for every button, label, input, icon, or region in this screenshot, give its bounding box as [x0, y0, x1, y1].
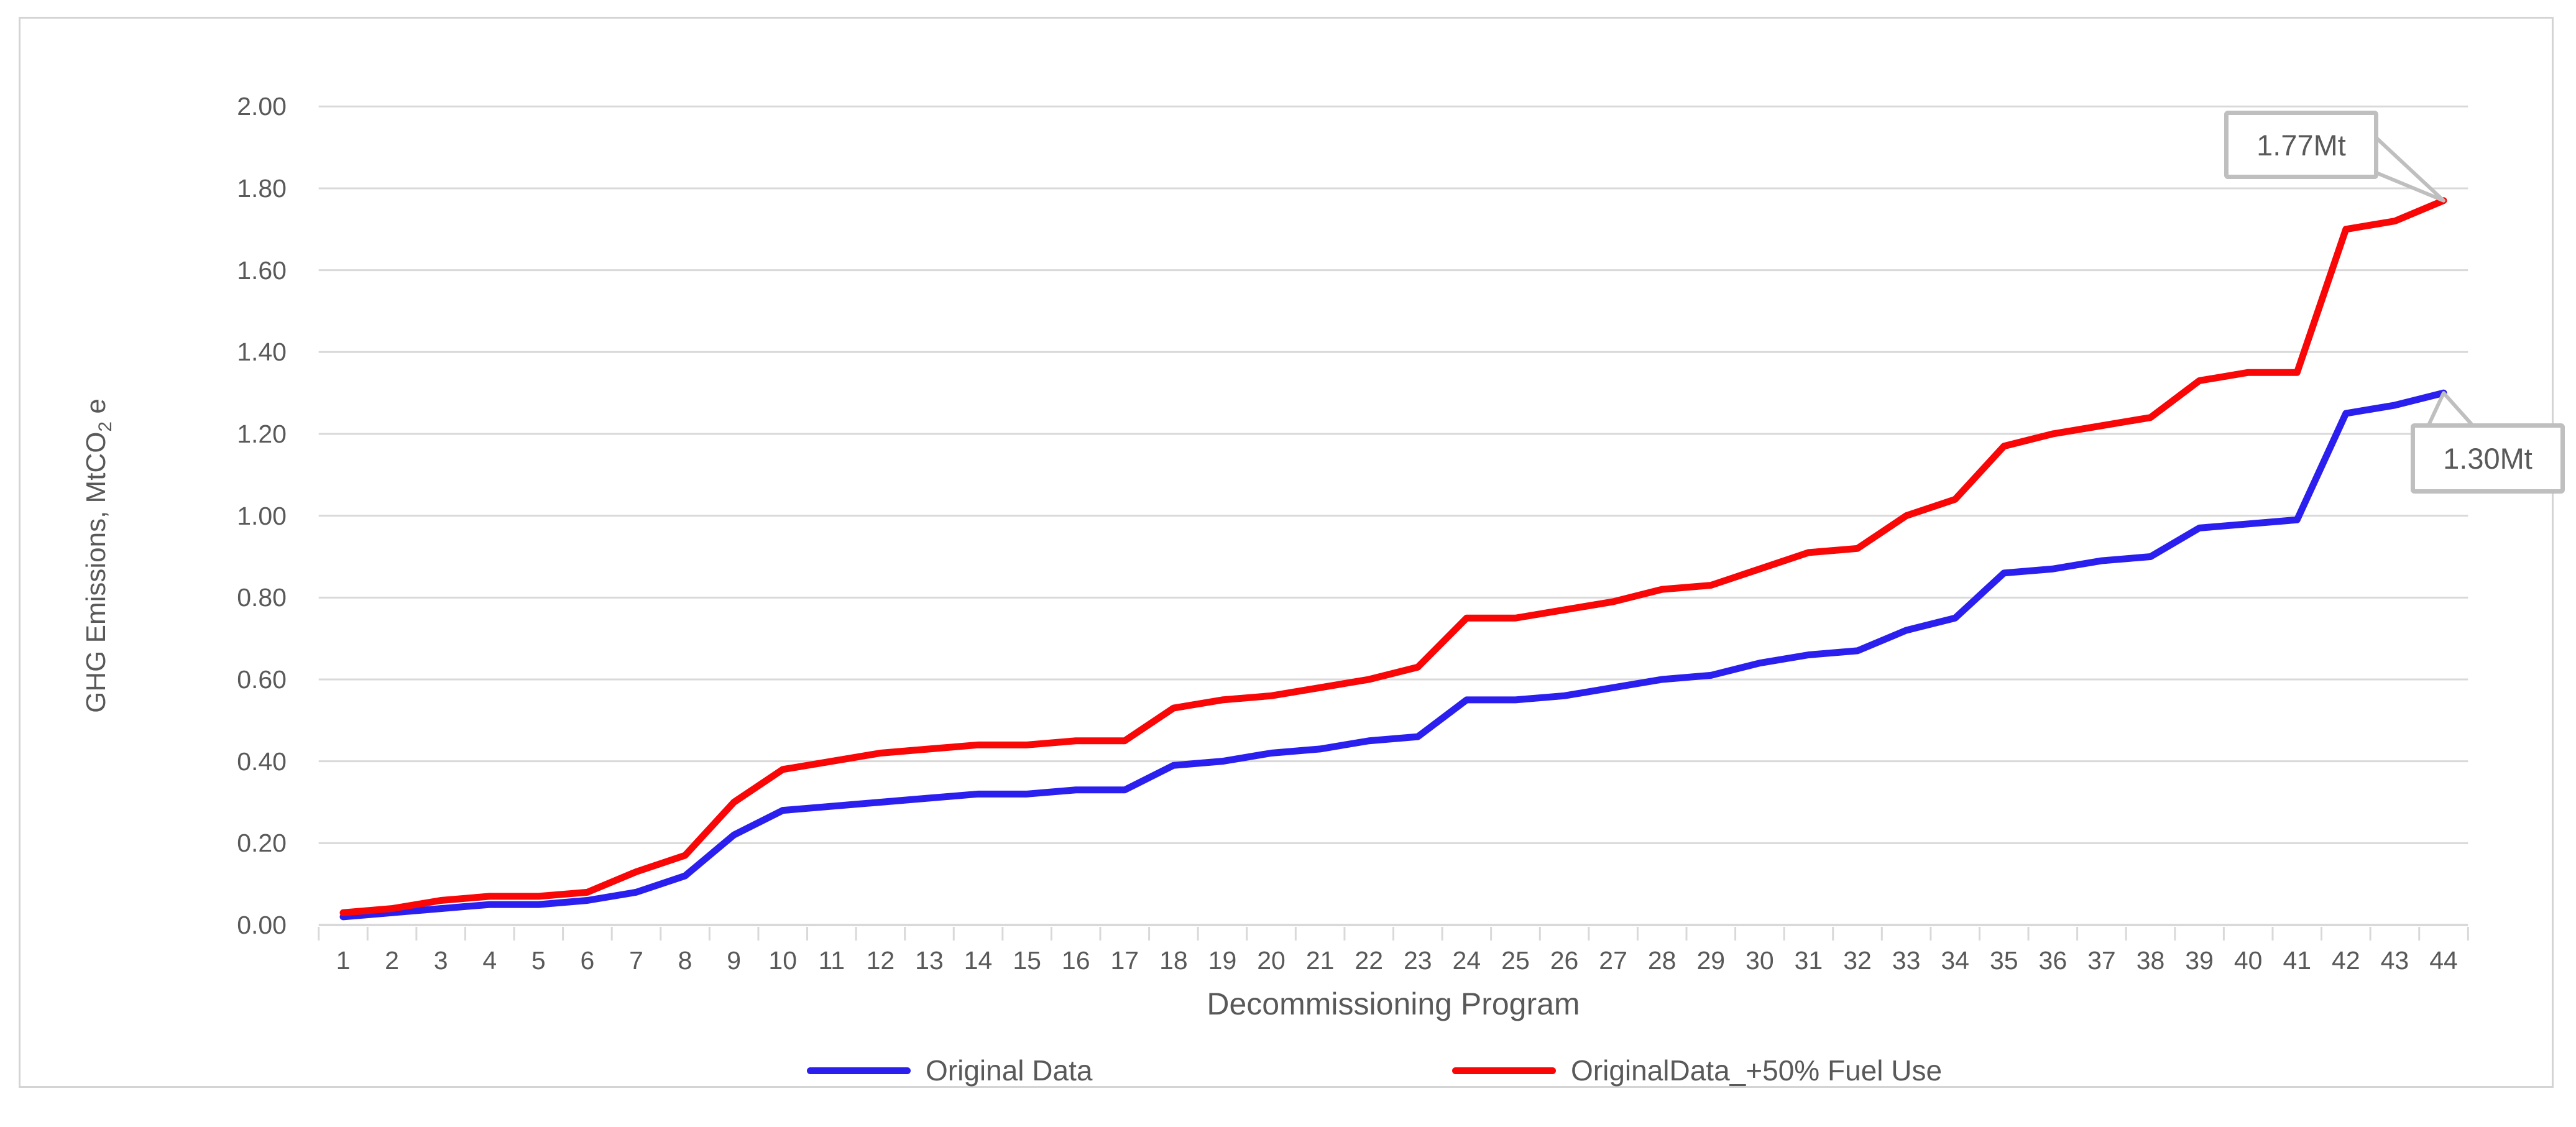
- x-tick-label: 8: [678, 946, 692, 975]
- legend: Original Data OriginalData_+50% Fuel Use: [21, 1046, 2576, 1095]
- chart-frame: 0.00 0.20 0.40 0.60 0.80 1.00 1.20 1.40 1.60 1.80…: [19, 17, 2565, 1088]
- x-tick-label: 27: [1599, 946, 1627, 975]
- x-tick-label: 15: [1013, 946, 1041, 975]
- x-tick-label: 7: [629, 946, 643, 975]
- y-tick-label: 1.80: [237, 173, 287, 203]
- y-tick-label: 0.00: [237, 911, 287, 939]
- x-tick-label: 35: [1989, 946, 2018, 975]
- legend-item-original-data: Original Data: [807, 1046, 1092, 1095]
- x-tick-label: 6: [580, 946, 595, 975]
- y-tick-label: 1.40: [237, 338, 287, 367]
- y-tick-label: 1.60: [237, 255, 287, 285]
- plot-area: [318, 105, 2477, 941]
- x-tick-label: 36: [2038, 946, 2068, 975]
- callout-tail-red: [2375, 136, 2446, 203]
- y-tick-label: 0.60: [237, 665, 287, 694]
- x-tick-label: 4: [482, 946, 497, 975]
- data-callout-max-blue: 1.30Mt: [2411, 423, 2565, 494]
- x-tick-label: 23: [1403, 946, 1432, 975]
- x-tick-label: 40: [2233, 946, 2263, 975]
- x-tick-label: 2: [385, 946, 399, 975]
- x-tick-label: 9: [727, 946, 742, 975]
- x-tick-label: 33: [1892, 946, 1921, 975]
- x-tick-label: 17: [1110, 946, 1139, 975]
- x-tick-label: 19: [1208, 946, 1237, 975]
- y-tick-label: 1.20: [237, 419, 287, 448]
- y-tick-label: 1.00: [237, 501, 287, 530]
- x-tick-label: 24: [1452, 946, 1481, 975]
- x-tick-label: 38: [2136, 946, 2165, 975]
- x-tick-label: 37: [2087, 946, 2116, 975]
- x-tick-label: 22: [1355, 946, 1383, 975]
- y-axis-title-subscript: 2: [94, 421, 116, 432]
- x-tick-label: 5: [531, 946, 546, 975]
- y-tick-label: 2.00: [237, 92, 287, 121]
- x-tick-label: 42: [2332, 946, 2360, 975]
- x-tick-label: 12: [866, 946, 895, 975]
- series-line-plus50-fuel-use: [339, 197, 2447, 916]
- x-tick-label: 34: [1941, 946, 1969, 975]
- x-tick-label: 13: [915, 946, 944, 975]
- x-tick-label: 28: [1647, 946, 1677, 975]
- x-tick-label: 10: [768, 946, 798, 975]
- x-tick-label: 11: [818, 946, 845, 975]
- legend-label: OriginalData_+50% Fuel Use: [1571, 1054, 1943, 1087]
- y-axis-title-suffix: e: [81, 398, 111, 421]
- x-tick-label: 39: [2185, 946, 2214, 975]
- x-tick-label: 25: [1501, 946, 1530, 975]
- y-tick-label: 0.20: [237, 829, 287, 858]
- y-axis-title-text: GHG Emissions, MtCO: [81, 431, 111, 713]
- x-tick-label: 1: [336, 946, 351, 975]
- x-axis-title: Decommissioning Program: [1207, 987, 1580, 1021]
- x-tick-label: 29: [1696, 946, 1726, 975]
- x-tick-label: 30: [1746, 946, 1774, 975]
- x-tick-label: 26: [1550, 946, 1579, 975]
- data-callout-max-red: 1.77Mt: [2224, 111, 2378, 179]
- x-tick-label: 31: [1794, 946, 1823, 975]
- legend-swatch-red-line: [1452, 1067, 1556, 1074]
- y-tick-label: 0.40: [237, 747, 287, 776]
- legend-swatch-blue-line: [807, 1067, 911, 1074]
- x-tick-label: 18: [1159, 946, 1188, 975]
- x-tick-label: 3: [433, 946, 448, 975]
- x-tick-label: 14: [964, 946, 993, 975]
- legend-item-plus50-fuel-use: OriginalData_+50% Fuel Use: [1452, 1046, 1942, 1095]
- series-line-original-data: [339, 389, 2447, 921]
- x-tick-label: 32: [1843, 946, 1872, 975]
- y-tick-label: 0.80: [237, 583, 287, 612]
- x-tick-label: 43: [2380, 946, 2409, 975]
- y-axis-title: GHG Emissions, MtCO2 e: [81, 276, 116, 835]
- x-tick-label: 44: [2429, 946, 2458, 975]
- x-tick-label: 41: [2283, 946, 2312, 975]
- x-tick-label: 20: [1257, 946, 1286, 975]
- x-tick-label: 21: [1305, 946, 1335, 975]
- legend-label: Original Data: [926, 1054, 1093, 1087]
- x-tick-label: 16: [1061, 946, 1090, 975]
